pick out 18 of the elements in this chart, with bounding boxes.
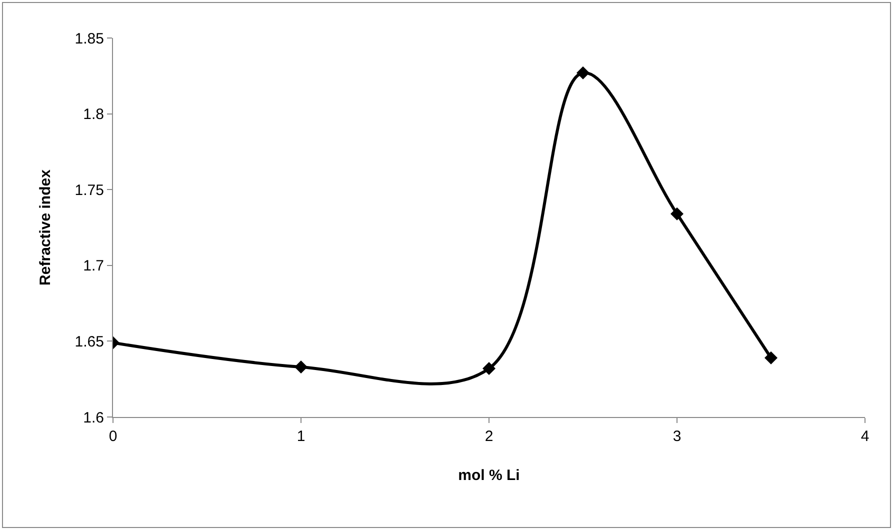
x-tick-label: 0 (108, 428, 118, 445)
y-axis-title: Refractive index (37, 168, 54, 286)
y-tick-label: 1.65 (74, 333, 104, 350)
y-tick-label: 1.75 (74, 182, 104, 199)
y-tick-label: 1.8 (83, 106, 104, 124)
x-tick-label: 4 (860, 428, 870, 445)
y-tick-label: 1.7 (83, 258, 104, 275)
point (482, 362, 496, 375)
point (670, 207, 684, 220)
point (764, 351, 778, 364)
y-tick-label: 1.6 (83, 409, 104, 426)
x-tick-label: 1 (296, 428, 306, 445)
x-tick-label: 2 (484, 428, 494, 445)
point (294, 360, 308, 374)
x-axis-title: mol % Li (458, 467, 520, 484)
y-tick-label: 1.85 (74, 30, 104, 48)
point (576, 66, 590, 80)
x-tick-label: 3 (672, 428, 682, 445)
